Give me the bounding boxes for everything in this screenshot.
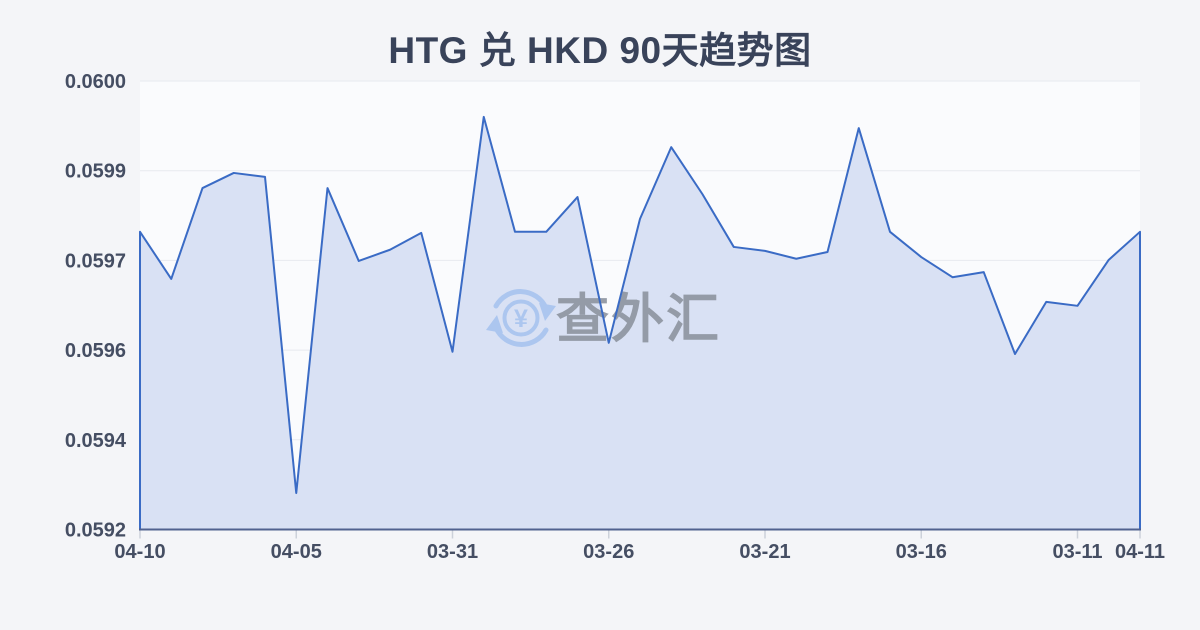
circular-arrow-bottom-head <box>486 315 503 333</box>
y-axis-labels: 0.0600 0.0599 0.0597 0.0596 0.0594 0.0592 <box>65 71 127 542</box>
x-axis-label: 03-16 <box>896 541 947 563</box>
x-axis-label: 03-31 <box>427 541 478 563</box>
x-axis-label: 03-26 <box>583 541 634 563</box>
circular-arrow-top-head <box>539 303 556 321</box>
y-axis-label: 0.0599 <box>65 161 126 183</box>
currency-exchange-icon: ¥ <box>486 289 556 347</box>
area-fill <box>140 116 1140 530</box>
circular-arrow-bottom <box>493 325 549 347</box>
x-axis-labels: 04-10 04-05 03-31 03-26 03-21 03-16 03-11 04-11 <box>114 541 1165 563</box>
chart-title: HTG 兑 HKD 90天趋势图 <box>388 30 812 71</box>
watermark-logo: ¥ 查外汇 <box>486 289 721 349</box>
y-axis-label: 0.0596 <box>65 340 126 362</box>
y-axis-label: 0.0592 <box>65 520 126 542</box>
x-axis-label: 04-05 <box>271 541 322 563</box>
x-axis-label: 04-11 <box>1115 541 1165 563</box>
trend-line <box>139 115 1141 530</box>
x-axis-label: 04-10 <box>114 541 165 563</box>
circular-arrow-top <box>493 289 549 311</box>
y-axis-label: 0.0600 <box>65 71 126 93</box>
x-tick-marks <box>139 530 1141 539</box>
y-axis-label: 0.0597 <box>65 250 126 272</box>
y-axis-label: 0.0594 <box>65 430 127 452</box>
yen-circle <box>502 299 540 337</box>
watermark-text: 查外汇 <box>556 290 721 349</box>
x-axis-label: 03-11 <box>1052 541 1102 563</box>
yen-symbol: ¥ <box>514 305 528 333</box>
x-axis-label: 03-21 <box>739 541 790 563</box>
